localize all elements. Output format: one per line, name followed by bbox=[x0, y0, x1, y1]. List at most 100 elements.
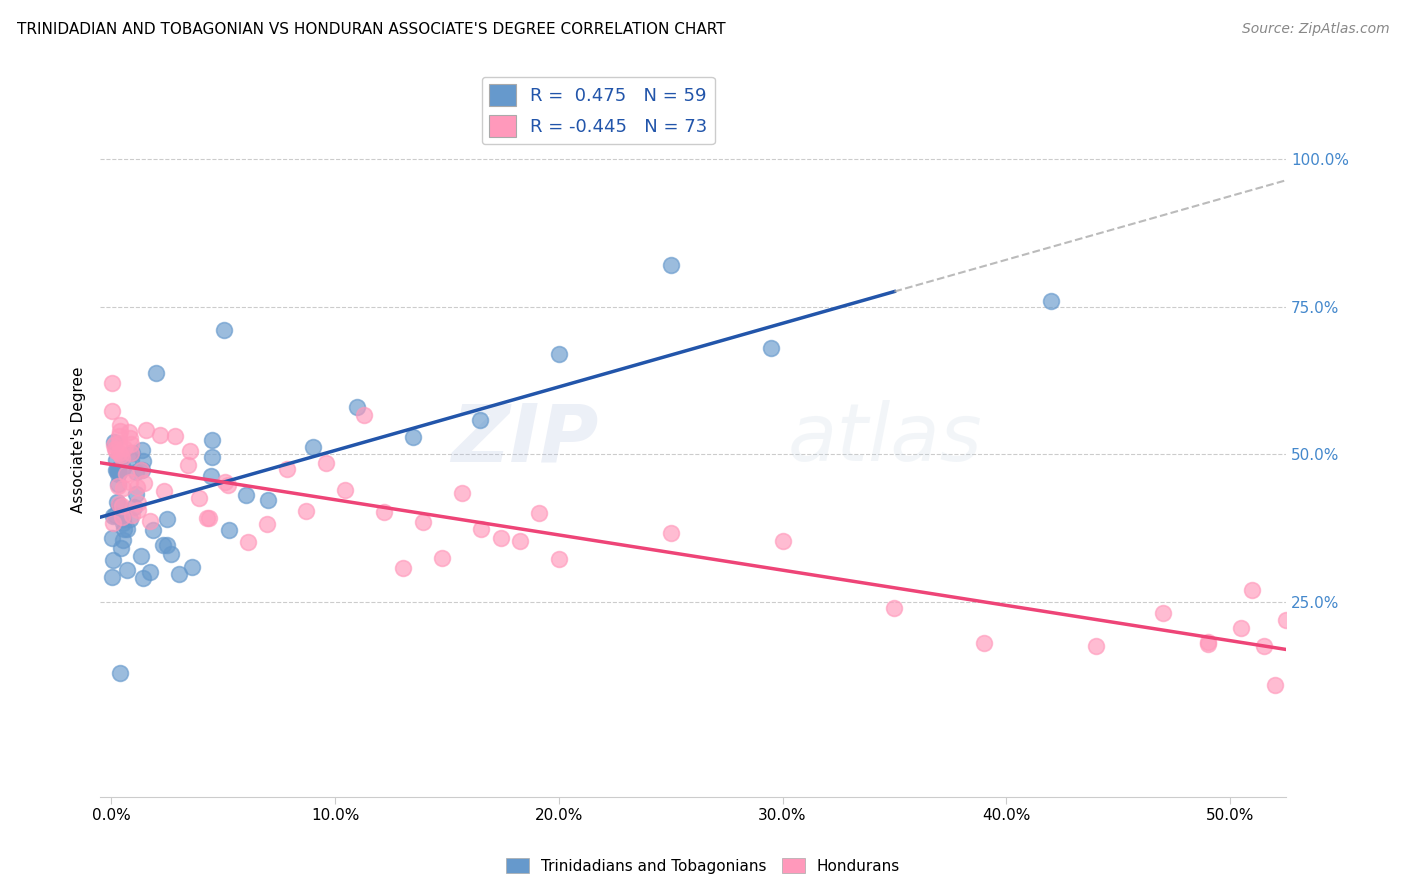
Point bbox=[114, 467, 136, 481]
Point bbox=[104, 442, 127, 457]
Point bbox=[120, 475, 142, 490]
Point bbox=[489, 532, 512, 546]
Point bbox=[105, 494, 128, 508]
Point bbox=[179, 444, 201, 458]
Point bbox=[156, 538, 179, 552]
Point bbox=[1152, 607, 1174, 621]
Point bbox=[127, 496, 149, 510]
Point bbox=[132, 571, 155, 585]
Point bbox=[111, 516, 134, 530]
Point bbox=[132, 475, 155, 490]
Point bbox=[107, 429, 129, 443]
Legend: R =  0.475   N = 59, R = -0.445   N = 73: R = 0.475 N = 59, R = -0.445 N = 73 bbox=[482, 77, 714, 145]
Point bbox=[1275, 614, 1298, 628]
Point bbox=[177, 458, 200, 472]
Point bbox=[145, 366, 167, 380]
Point bbox=[165, 429, 187, 443]
Point bbox=[1241, 583, 1264, 598]
Point bbox=[333, 483, 356, 497]
Point bbox=[450, 485, 472, 500]
Point bbox=[883, 601, 905, 615]
Point bbox=[111, 512, 134, 526]
Point bbox=[139, 514, 162, 528]
Point bbox=[107, 465, 129, 479]
Point bbox=[256, 516, 278, 531]
Point bbox=[111, 451, 134, 466]
Point bbox=[353, 408, 375, 422]
Point bbox=[160, 547, 183, 561]
Point bbox=[218, 478, 240, 492]
Point bbox=[470, 413, 492, 427]
Point bbox=[257, 493, 280, 508]
Point bbox=[105, 453, 128, 467]
Point bbox=[115, 522, 138, 536]
Point bbox=[110, 448, 132, 462]
Point bbox=[101, 516, 124, 530]
Point bbox=[761, 341, 783, 355]
Point bbox=[195, 511, 218, 525]
Point bbox=[547, 347, 569, 361]
Point bbox=[236, 535, 259, 549]
Y-axis label: Associate's Degree: Associate's Degree bbox=[72, 366, 86, 513]
Point bbox=[1253, 639, 1275, 653]
Point bbox=[149, 427, 172, 442]
Point bbox=[110, 417, 132, 432]
Point bbox=[104, 508, 127, 523]
Point bbox=[121, 446, 143, 460]
Point bbox=[295, 504, 318, 518]
Point bbox=[108, 424, 131, 438]
Point bbox=[120, 446, 142, 460]
Point bbox=[392, 561, 415, 575]
Legend: Trinidadians and Tobagonians, Hondurans: Trinidadians and Tobagonians, Hondurans bbox=[499, 852, 907, 880]
Point bbox=[112, 461, 135, 475]
Point bbox=[115, 563, 138, 577]
Point bbox=[432, 551, 454, 566]
Point bbox=[188, 491, 211, 506]
Point bbox=[346, 400, 368, 414]
Text: TRINIDADIAN AND TOBAGONIAN VS HONDURAN ASSOCIATE'S DEGREE CORRELATION CHART: TRINIDADIAN AND TOBAGONIAN VS HONDURAN A… bbox=[17, 22, 725, 37]
Point bbox=[772, 534, 794, 549]
Point bbox=[1197, 635, 1219, 649]
Point bbox=[118, 431, 141, 445]
Point bbox=[659, 525, 682, 540]
Point bbox=[153, 483, 176, 498]
Point bbox=[198, 511, 221, 525]
Point bbox=[101, 570, 124, 584]
Point bbox=[107, 497, 129, 511]
Point bbox=[103, 435, 125, 450]
Point bbox=[104, 443, 127, 458]
Point bbox=[107, 477, 129, 491]
Point bbox=[103, 438, 125, 452]
Point bbox=[107, 436, 129, 450]
Point bbox=[547, 551, 569, 566]
Point bbox=[108, 446, 131, 460]
Point bbox=[104, 462, 127, 476]
Point bbox=[105, 463, 128, 477]
Point bbox=[120, 512, 142, 526]
Point bbox=[402, 430, 425, 444]
Point bbox=[1197, 637, 1219, 651]
Point bbox=[156, 512, 179, 526]
Point bbox=[111, 510, 134, 524]
Text: Source: ZipAtlas.com: Source: ZipAtlas.com bbox=[1241, 22, 1389, 37]
Point bbox=[129, 463, 152, 477]
Point bbox=[167, 566, 190, 581]
Point bbox=[111, 533, 134, 548]
Point bbox=[124, 487, 146, 501]
Point bbox=[180, 559, 202, 574]
Point bbox=[373, 505, 395, 519]
Point bbox=[108, 498, 131, 512]
Point bbox=[973, 636, 995, 650]
Point bbox=[1040, 293, 1063, 308]
Point bbox=[1230, 622, 1253, 636]
Point bbox=[107, 479, 129, 493]
Point bbox=[118, 425, 141, 439]
Point bbox=[112, 523, 135, 537]
Point bbox=[111, 499, 134, 513]
Point bbox=[214, 475, 236, 489]
Point bbox=[101, 509, 124, 524]
Point bbox=[131, 443, 153, 458]
Point bbox=[301, 440, 323, 454]
Point bbox=[101, 531, 124, 545]
Point bbox=[152, 538, 174, 552]
